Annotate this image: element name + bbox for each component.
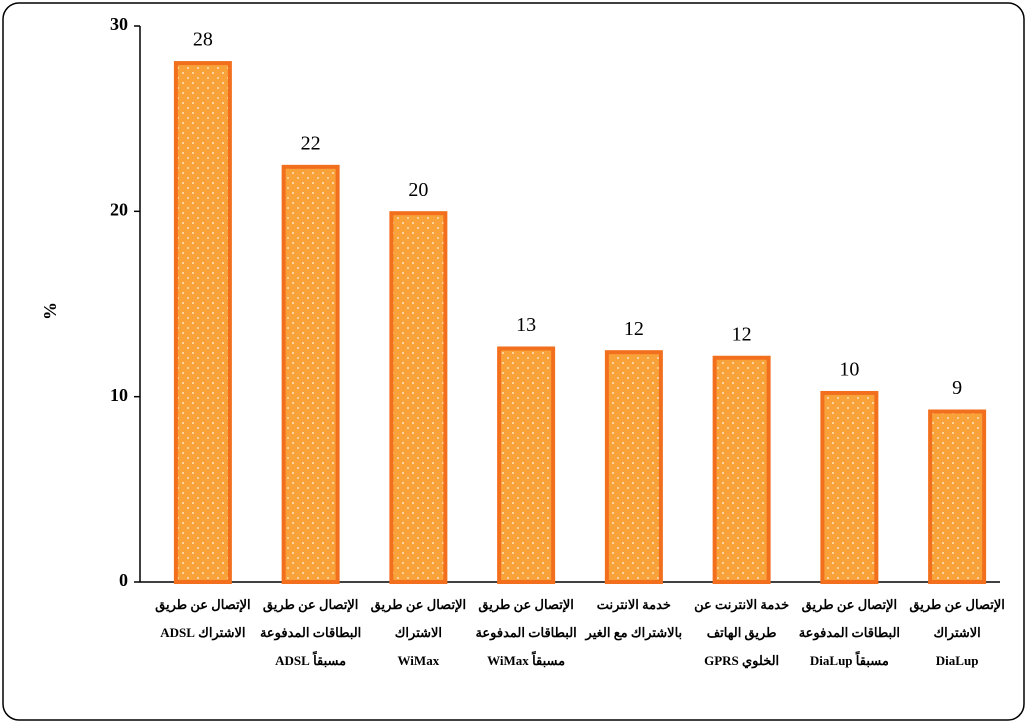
bar (820, 390, 879, 584)
bar (604, 350, 663, 585)
y-tick-label: 10 (110, 385, 128, 405)
x-tick-label: البطاقات المدفوعة (475, 625, 576, 641)
x-tick-label: الإتصال عن طريق (263, 597, 358, 613)
x-tick-label: الإتصال عن طريق (802, 597, 897, 613)
bar (712, 355, 771, 584)
x-tick-label: الاشتراك ADSL (160, 625, 245, 641)
bar (173, 61, 232, 585)
x-tick-label: البطاقات المدفوعة (799, 625, 900, 641)
x-tick-label: الإتصال عن طريق (155, 597, 250, 613)
y-tick-label: 0 (119, 570, 128, 590)
value-label: 13 (516, 314, 536, 336)
value-label: 22 (301, 132, 321, 154)
x-tick-label: مسبقاً WiMax (487, 650, 565, 668)
y-tick-label: 20 (110, 199, 128, 219)
x-tick-label: خدمة الانترنت عن (694, 597, 789, 613)
x-tick-label: البطاقات المدفوعة (260, 625, 361, 641)
x-tick-label: بالاشتراك مع الغير (585, 625, 683, 641)
x-tick-label: WiMax (398, 653, 440, 668)
value-label: 12 (732, 323, 752, 345)
x-tick-label: خدمة الانترنت (597, 597, 671, 613)
x-tick-label: الخلوي GPRS (704, 653, 779, 669)
y-axis-label: % (40, 302, 60, 320)
y-tick-label: 30 (110, 14, 128, 34)
value-label: 12 (624, 318, 644, 340)
value-label: 10 (839, 359, 859, 381)
x-tick-label: الاشتراك (395, 625, 442, 641)
x-tick-label: الإتصال عن طريق (371, 597, 466, 613)
x-tick-label: الاشتراك (933, 625, 980, 641)
x-tick-label: مسبقاً ADSL (275, 650, 346, 668)
bar (281, 164, 340, 584)
value-label: 28 (193, 29, 213, 51)
x-tick-label: مسبقاً DiaLup (810, 650, 889, 668)
value-label: 9 (952, 377, 962, 399)
x-tick-label: الإتصال عن طريق (909, 597, 1004, 613)
x-tick-label: الإتصال عن طريق (478, 597, 573, 613)
bar (497, 346, 556, 585)
bar (928, 409, 987, 585)
x-tick-label: DiaLup (936, 653, 979, 668)
value-label: 20 (408, 179, 428, 201)
bar (389, 211, 448, 584)
x-tick-label: طريق الهاتف (707, 625, 777, 641)
